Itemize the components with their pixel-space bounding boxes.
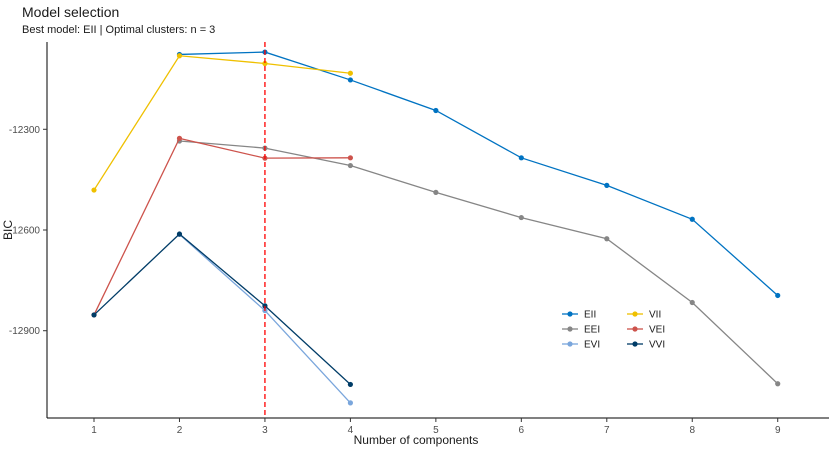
x-tick-label: 1 — [91, 425, 97, 436]
x-axis-label: Number of components — [354, 433, 479, 447]
data-point-vvi — [347, 381, 353, 388]
data-point-eei — [775, 381, 781, 387]
data-point-evi — [347, 400, 353, 406]
legend-label-vii: VII — [649, 310, 661, 321]
x-tick-label: 5 — [433, 425, 439, 436]
legend-key-point — [567, 326, 573, 332]
legend-label-vei: VEI — [649, 325, 665, 336]
data-point-eii — [775, 292, 781, 299]
data-point-vii — [262, 60, 268, 67]
data-point-eei — [347, 162, 353, 169]
series-line-vvi — [93, 233, 351, 385]
legend-label-vvi: VVI — [649, 340, 665, 351]
legend-key-point — [632, 311, 638, 317]
x-tick-label: 7 — [604, 425, 610, 436]
legend-label-eei: EEI — [584, 325, 600, 336]
data-point-eei — [604, 236, 610, 242]
chart-title: Model selection — [22, 4, 120, 20]
data-point-eei — [518, 214, 524, 221]
series-line-vii — [93, 55, 351, 191]
x-tick-label: 3 — [262, 425, 268, 436]
data-point-eii — [433, 107, 439, 114]
data-point-eii — [689, 216, 695, 222]
legend-key-point — [567, 311, 573, 317]
legend-key-point — [632, 341, 638, 347]
y-tick-label: -12600 — [9, 226, 41, 237]
legend-label-evi: EVI — [584, 340, 600, 351]
x-tick-label: 4 — [348, 425, 354, 436]
data-point-vei — [347, 155, 353, 161]
series-line-vei — [93, 137, 351, 316]
data-point-eii — [604, 182, 610, 188]
data-point-vei — [176, 135, 183, 141]
data-point-eii — [347, 77, 353, 83]
data-point-eei — [689, 299, 695, 306]
data-point-eei — [433, 189, 439, 195]
x-tick-label: 6 — [519, 425, 525, 436]
data-point-vii — [176, 53, 183, 59]
legend-key-point — [632, 326, 638, 332]
series-line-eei — [179, 140, 779, 385]
y-axis-label: BIC — [1, 220, 15, 240]
data-point-vvi — [91, 312, 97, 318]
data-point-vvi — [262, 303, 268, 309]
series-line-eii — [179, 51, 779, 296]
data-point-vii — [347, 70, 353, 76]
data-point-vii — [91, 187, 97, 193]
x-tick-label: 9 — [775, 425, 781, 436]
y-tick-label: -12300 — [9, 125, 41, 136]
data-point-eii — [518, 155, 524, 161]
x-tick-label: 8 — [689, 425, 695, 436]
y-tick-label: -12900 — [9, 326, 41, 337]
legend-label-eii: EII — [584, 310, 596, 321]
data-point-vvi — [176, 231, 183, 237]
chart-subtitle: Best model: EII | Optimal clusters: n = … — [22, 24, 216, 36]
x-tick-label: 2 — [177, 425, 183, 436]
legend-key-point — [567, 341, 573, 347]
